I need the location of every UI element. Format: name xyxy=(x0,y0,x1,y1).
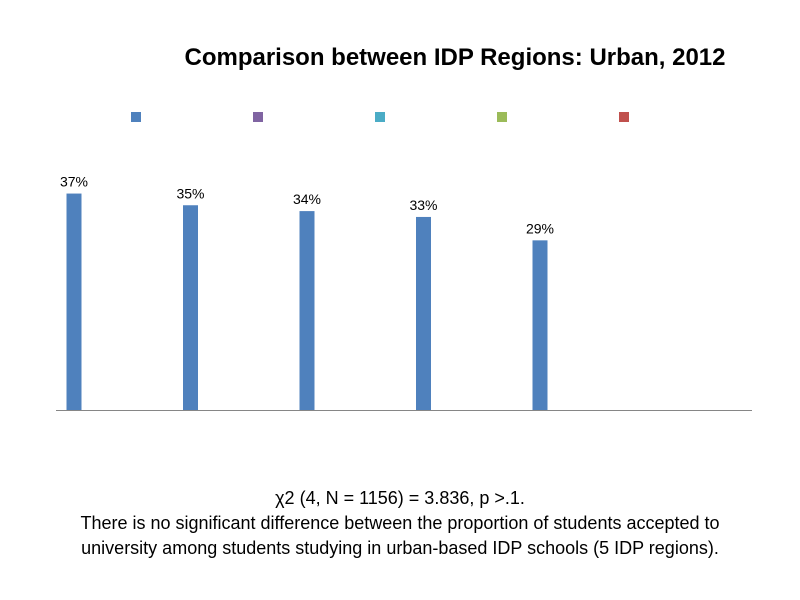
legend-swatch-3 xyxy=(375,112,385,122)
data-label-4: 33% xyxy=(409,197,437,213)
statistic-line: χ2 (4, N = 1156) = 3.836, p >.1. xyxy=(275,488,525,508)
legend-swatch-5 xyxy=(619,112,629,122)
bar-5 xyxy=(532,240,548,410)
data-label-1: 37% xyxy=(60,174,88,190)
chart-caption: χ2 (4, N = 1156) = 3.836, p >.1. There i… xyxy=(40,486,760,561)
legend-swatch-2 xyxy=(253,112,263,122)
data-label-5: 29% xyxy=(526,220,554,236)
conclusion-text: There is no significant difference betwe… xyxy=(80,513,720,558)
bar-chart: 37% 35% 34% 33% 29% xyxy=(56,174,752,411)
data-label-3: 34% xyxy=(293,191,321,207)
chart-title: Comparison between IDP Regions: Urban, 2… xyxy=(184,44,726,71)
legend-swatch-4 xyxy=(497,112,507,122)
legend-swatch-1 xyxy=(131,112,141,122)
bar-4 xyxy=(416,216,431,410)
bar-3 xyxy=(299,211,315,410)
bar-2 xyxy=(183,205,198,410)
chart-legend xyxy=(0,112,800,124)
bar-1 xyxy=(66,193,82,410)
data-label-2: 35% xyxy=(176,185,204,201)
